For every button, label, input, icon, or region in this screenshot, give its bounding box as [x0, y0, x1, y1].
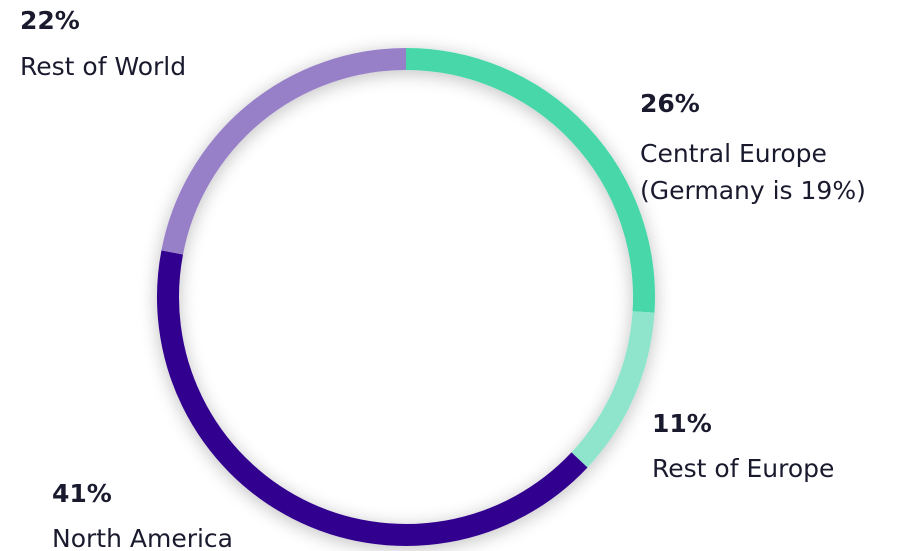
donut-segment [157, 250, 588, 546]
value-label: 41% [52, 479, 112, 508]
donut-segment [571, 311, 655, 468]
value-label: 22% [20, 6, 80, 35]
category-label: Central Europe [640, 139, 827, 168]
category-label: Rest of World [20, 52, 186, 81]
donut-segment [161, 48, 407, 255]
donut-segment [405, 48, 655, 313]
value-label: 11% [652, 409, 712, 438]
annotation: (Germany is 19%) [640, 176, 866, 205]
category-label: Rest of Europe [652, 454, 834, 483]
donut-ring [157, 48, 655, 546]
category-label: North America [52, 524, 233, 551]
value-label: 26% [640, 89, 700, 118]
